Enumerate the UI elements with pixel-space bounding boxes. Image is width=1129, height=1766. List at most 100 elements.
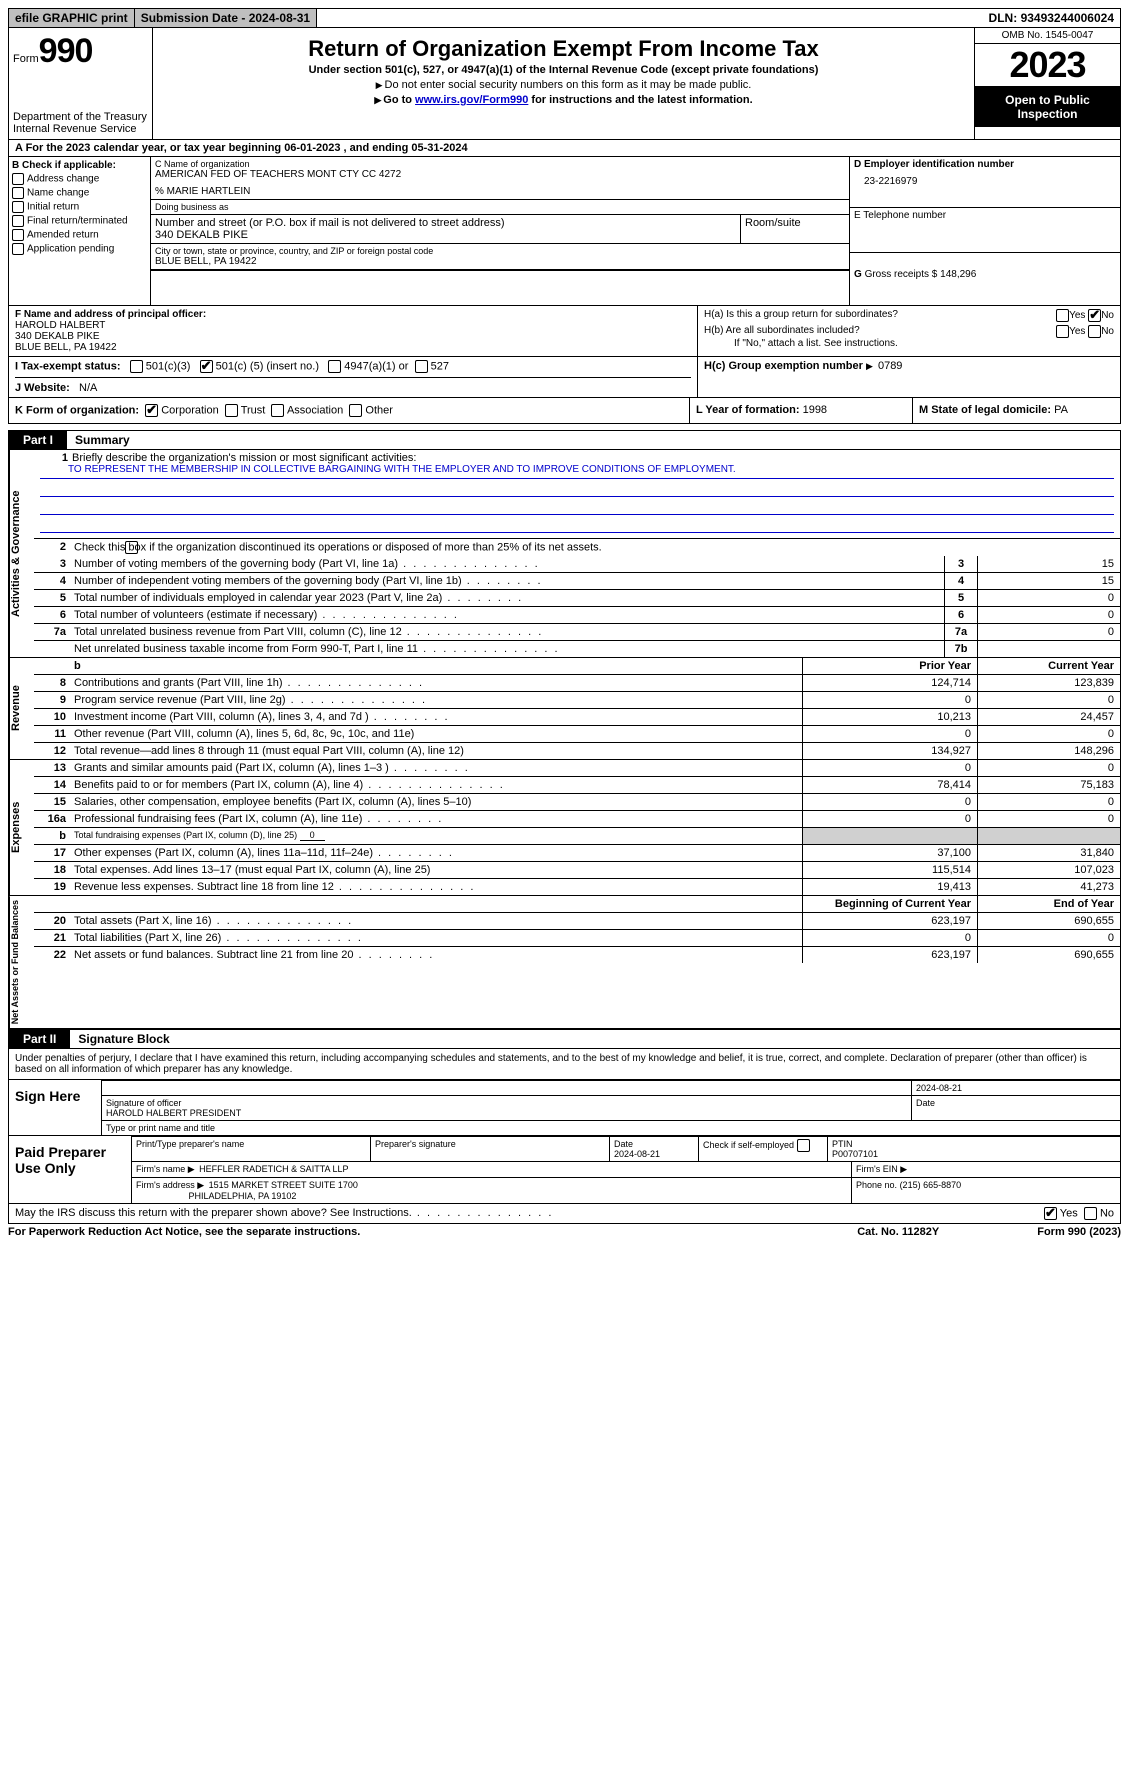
line-6: Total number of volunteers (estimate if … bbox=[70, 607, 944, 623]
chk-address-change[interactable] bbox=[12, 173, 24, 185]
box-f: F Name and address of principal officer:… bbox=[9, 306, 698, 356]
p13: 0 bbox=[802, 760, 977, 776]
line-22: Net assets or fund balances. Subtract li… bbox=[70, 947, 802, 963]
signature-block: Under penalties of perjury, I declare th… bbox=[8, 1049, 1121, 1224]
netassets-section: Net Assets or Fund Balances Beginning of… bbox=[8, 896, 1121, 1029]
line-15: Salaries, other compensation, employee b… bbox=[70, 794, 802, 810]
chk-name-change[interactable] bbox=[12, 187, 24, 199]
val-7a: 0 bbox=[977, 624, 1120, 640]
vtab-governance: Activities & Governance bbox=[9, 450, 34, 657]
val-4: 15 bbox=[977, 573, 1120, 589]
c9: 0 bbox=[977, 692, 1120, 708]
k-corp[interactable] bbox=[145, 404, 158, 417]
discuss-yes[interactable] bbox=[1044, 1207, 1057, 1220]
line-9: Program service revenue (Part VIII, line… bbox=[70, 692, 802, 708]
hdr-begin: Beginning of Current Year bbox=[802, 896, 977, 912]
form-word: Form bbox=[13, 53, 39, 65]
i-527[interactable] bbox=[415, 360, 428, 373]
box-m: M State of legal domicile: PA bbox=[913, 398, 1120, 423]
line-13: Grants and similar amounts paid (Part IX… bbox=[70, 760, 802, 776]
line-16a: Professional fundraising fees (Part IX, … bbox=[70, 811, 802, 827]
p8: 124,714 bbox=[802, 675, 977, 691]
line-11: Other revenue (Part VIII, column (A), li… bbox=[70, 726, 802, 742]
p17: 37,100 bbox=[802, 845, 977, 861]
dept-treasury: Department of the Treasury bbox=[13, 111, 148, 123]
i-4947[interactable] bbox=[328, 360, 341, 373]
footer: For Paperwork Reduction Act Notice, see … bbox=[8, 1224, 1121, 1238]
topbar: efile GRAPHIC print Submission Date - 20… bbox=[8, 8, 1121, 28]
line-19: Revenue less expenses. Subtract line 18 … bbox=[70, 879, 802, 895]
k-other[interactable] bbox=[349, 404, 362, 417]
expenses-section: Expenses 13Grants and similar amounts pa… bbox=[8, 760, 1121, 896]
subtitle-2: Do not enter social security numbers on … bbox=[161, 79, 966, 91]
k-assoc[interactable] bbox=[271, 404, 284, 417]
box-j: J Website: N/A bbox=[15, 378, 691, 394]
val-3: 15 bbox=[977, 556, 1120, 572]
omb-number: OMB No. 1545-0047 bbox=[975, 28, 1120, 44]
k-trust[interactable] bbox=[225, 404, 238, 417]
vtab-netassets: Net Assets or Fund Balances bbox=[9, 896, 34, 1028]
line-16b: Total fundraising expenses (Part IX, col… bbox=[70, 828, 802, 844]
c14: 75,183 bbox=[977, 777, 1120, 793]
hdr-prior: Prior Year bbox=[802, 658, 977, 674]
c18: 107,023 bbox=[977, 862, 1120, 878]
line-8: Contributions and grants (Part VIII, lin… bbox=[70, 675, 802, 691]
i-501c[interactable] bbox=[200, 360, 213, 373]
p11: 0 bbox=[802, 726, 977, 742]
chk-final-return[interactable] bbox=[12, 215, 24, 227]
box-c-address: Number and street (or P.O. box if mail i… bbox=[151, 215, 740, 243]
self-employed-chk[interactable] bbox=[797, 1139, 810, 1152]
p18: 115,514 bbox=[802, 862, 977, 878]
box-d: D Employer identification number 23-2216… bbox=[850, 157, 1120, 208]
form-title: Return of Organization Exempt From Incom… bbox=[161, 36, 966, 62]
vtab-expenses: Expenses bbox=[9, 760, 34, 895]
box-c-room: Room/suite bbox=[740, 215, 849, 243]
part2-header: Part II Signature Block bbox=[8, 1029, 1121, 1049]
line-4: Number of independent voting members of … bbox=[70, 573, 944, 589]
line-7a: Total unrelated business revenue from Pa… bbox=[70, 624, 944, 640]
perjury-declaration: Under penalties of perjury, I declare th… bbox=[9, 1049, 1120, 1079]
line-18: Total expenses. Add lines 13–17 (must eq… bbox=[70, 862, 802, 878]
hdr-current: Current Year bbox=[977, 658, 1120, 674]
p9: 0 bbox=[802, 692, 977, 708]
line-21: Total liabilities (Part X, line 26) bbox=[70, 930, 802, 946]
i-501c3[interactable] bbox=[130, 360, 143, 373]
box-c-name: C Name of organization AMERICAN FED OF T… bbox=[151, 157, 849, 200]
e21: 0 bbox=[977, 930, 1120, 946]
box-h: H(a) Is this a group return for subordin… bbox=[698, 306, 1120, 356]
chk-initial-return[interactable] bbox=[12, 201, 24, 213]
submission-date: Submission Date - 2024-08-31 bbox=[135, 9, 317, 27]
sign-here-label: Sign Here bbox=[9, 1080, 102, 1135]
subtitle-1: Under section 501(c), 527, or 4947(a)(1)… bbox=[161, 64, 966, 76]
e20: 690,655 bbox=[977, 913, 1120, 929]
paid-preparer-label: Paid Preparer Use Only bbox=[9, 1136, 132, 1203]
c15: 0 bbox=[977, 794, 1120, 810]
chk-app-pending[interactable] bbox=[12, 243, 24, 255]
ha-yes[interactable] bbox=[1056, 309, 1069, 322]
irs-link[interactable]: www.irs.gov/Form990 bbox=[415, 94, 528, 106]
box-b: B Check if applicable: Address change Na… bbox=[9, 157, 151, 305]
efile-print-button[interactable]: efile GRAPHIC print bbox=[9, 9, 135, 27]
b21: 0 bbox=[802, 930, 977, 946]
fh-row: F Name and address of principal officer:… bbox=[8, 306, 1121, 357]
line-17: Other expenses (Part IX, column (A), lin… bbox=[70, 845, 802, 861]
line-20: Total assets (Part X, line 16) bbox=[70, 913, 802, 929]
box-k: K Form of organization: Corporation Trus… bbox=[9, 398, 690, 423]
part1-header: Part I Summary bbox=[8, 430, 1121, 450]
box-g: G Gross receipts $ 148,296 bbox=[850, 253, 1120, 305]
c13: 0 bbox=[977, 760, 1120, 776]
row-a-tax-year: A For the 2023 calendar year, or tax yea… bbox=[8, 140, 1121, 157]
box-i: I Tax-exempt status: 501(c)(3) 501(c) (5… bbox=[15, 360, 691, 378]
c19: 41,273 bbox=[977, 879, 1120, 895]
hb-yes[interactable] bbox=[1056, 325, 1069, 338]
hb-no[interactable] bbox=[1088, 325, 1101, 338]
l2-checkbox[interactable] bbox=[125, 541, 138, 554]
chk-amended[interactable] bbox=[12, 229, 24, 241]
discuss-row: May the IRS discuss this return with the… bbox=[9, 1203, 1120, 1223]
mission-label: Briefly describe the organization's miss… bbox=[72, 452, 416, 464]
discuss-no[interactable] bbox=[1084, 1207, 1097, 1220]
form-number: 990 bbox=[39, 32, 93, 70]
ha-no[interactable] bbox=[1088, 309, 1101, 322]
line-10: Investment income (Part VIII, column (A)… bbox=[70, 709, 802, 725]
e22: 690,655 bbox=[977, 947, 1120, 963]
